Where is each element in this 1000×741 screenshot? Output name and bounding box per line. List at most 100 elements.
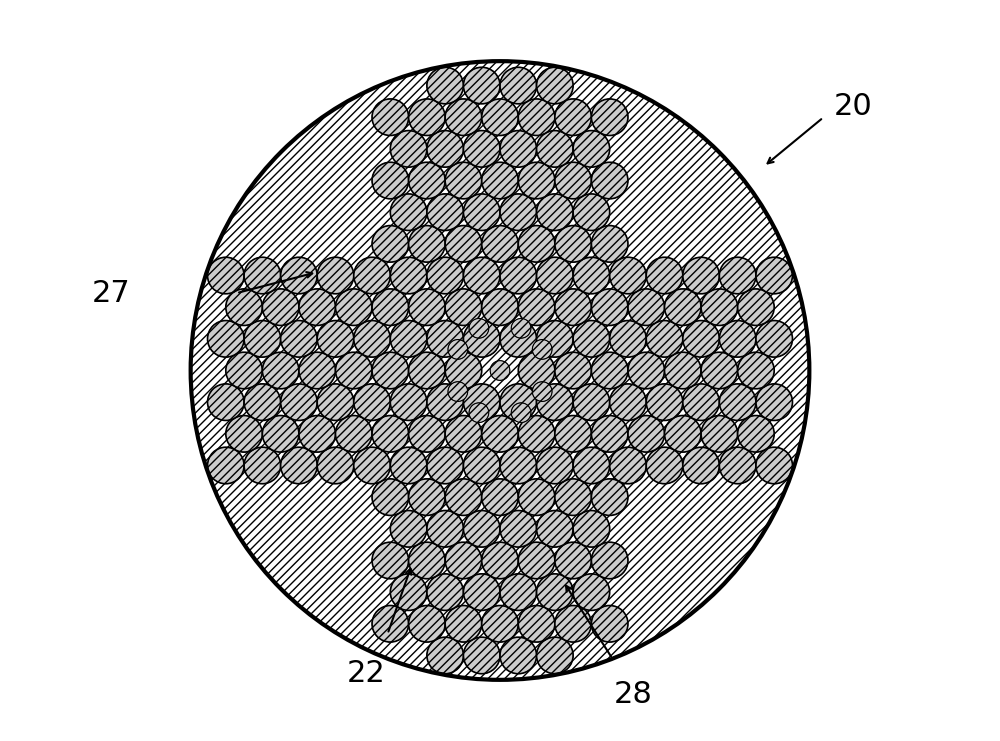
Circle shape [500,67,537,104]
Circle shape [683,321,719,357]
Circle shape [511,403,531,422]
Circle shape [244,384,281,420]
Circle shape [591,605,628,642]
Circle shape [372,352,409,389]
Circle shape [701,289,738,325]
Circle shape [463,511,500,547]
Circle shape [317,321,354,357]
Circle shape [463,321,500,357]
Circle shape [317,257,354,293]
Circle shape [665,352,701,389]
Circle shape [335,289,372,325]
Circle shape [390,130,427,167]
Circle shape [317,448,354,484]
Circle shape [756,384,792,420]
Circle shape [427,67,463,104]
Circle shape [518,289,555,325]
Circle shape [317,384,354,420]
Circle shape [390,511,427,547]
Circle shape [532,382,552,402]
Circle shape [409,225,445,262]
Circle shape [683,257,719,293]
Circle shape [591,99,628,136]
Circle shape [299,416,335,452]
Circle shape [500,194,537,230]
Circle shape [372,162,409,199]
Circle shape [226,352,262,389]
Circle shape [390,257,427,293]
Circle shape [537,574,573,611]
Circle shape [555,605,591,642]
Circle shape [482,225,518,262]
Circle shape [244,321,281,357]
Circle shape [427,321,463,357]
Circle shape [537,194,573,230]
Circle shape [756,257,792,293]
Circle shape [354,448,390,484]
Circle shape [500,130,537,167]
Circle shape [427,384,463,420]
Circle shape [372,99,409,136]
Circle shape [226,289,262,325]
Circle shape [537,67,573,104]
Circle shape [244,257,281,293]
Circle shape [409,605,445,642]
Circle shape [738,289,774,325]
Circle shape [756,321,792,357]
Circle shape [573,511,610,547]
Circle shape [390,321,427,357]
Circle shape [628,416,665,452]
Circle shape [445,225,482,262]
Circle shape [299,352,335,389]
Circle shape [427,448,463,484]
Circle shape [719,384,756,420]
Circle shape [354,321,390,357]
Circle shape [390,448,427,484]
Circle shape [555,479,591,516]
Circle shape [262,289,299,325]
Circle shape [573,574,610,611]
Text: 27: 27 [92,279,131,308]
Circle shape [427,194,463,230]
Circle shape [537,321,573,357]
Circle shape [537,384,573,420]
Circle shape [482,416,518,452]
Circle shape [262,416,299,452]
Circle shape [665,289,701,325]
Circle shape [482,605,518,642]
Circle shape [469,403,489,422]
Circle shape [591,479,628,516]
Circle shape [390,574,427,611]
Text: 28: 28 [614,679,653,709]
Circle shape [591,416,628,452]
Circle shape [226,416,262,452]
Circle shape [719,321,756,357]
Circle shape [262,352,299,389]
Circle shape [500,257,537,293]
Circle shape [555,162,591,199]
Circle shape [482,479,518,516]
Circle shape [518,416,555,452]
Circle shape [573,194,610,230]
Circle shape [591,162,628,199]
Circle shape [445,542,482,579]
Circle shape [511,319,531,338]
Circle shape [448,339,468,359]
Circle shape [335,416,372,452]
Circle shape [500,574,537,611]
Circle shape [518,479,555,516]
Circle shape [738,416,774,452]
Circle shape [628,352,665,389]
Circle shape [463,574,500,611]
Circle shape [610,321,646,357]
Circle shape [518,605,555,642]
Circle shape [409,162,445,199]
Circle shape [427,257,463,293]
Circle shape [537,130,573,167]
Circle shape [532,339,552,359]
Circle shape [409,289,445,325]
Circle shape [719,257,756,293]
Circle shape [500,511,537,547]
Circle shape [463,384,500,420]
Circle shape [555,416,591,452]
